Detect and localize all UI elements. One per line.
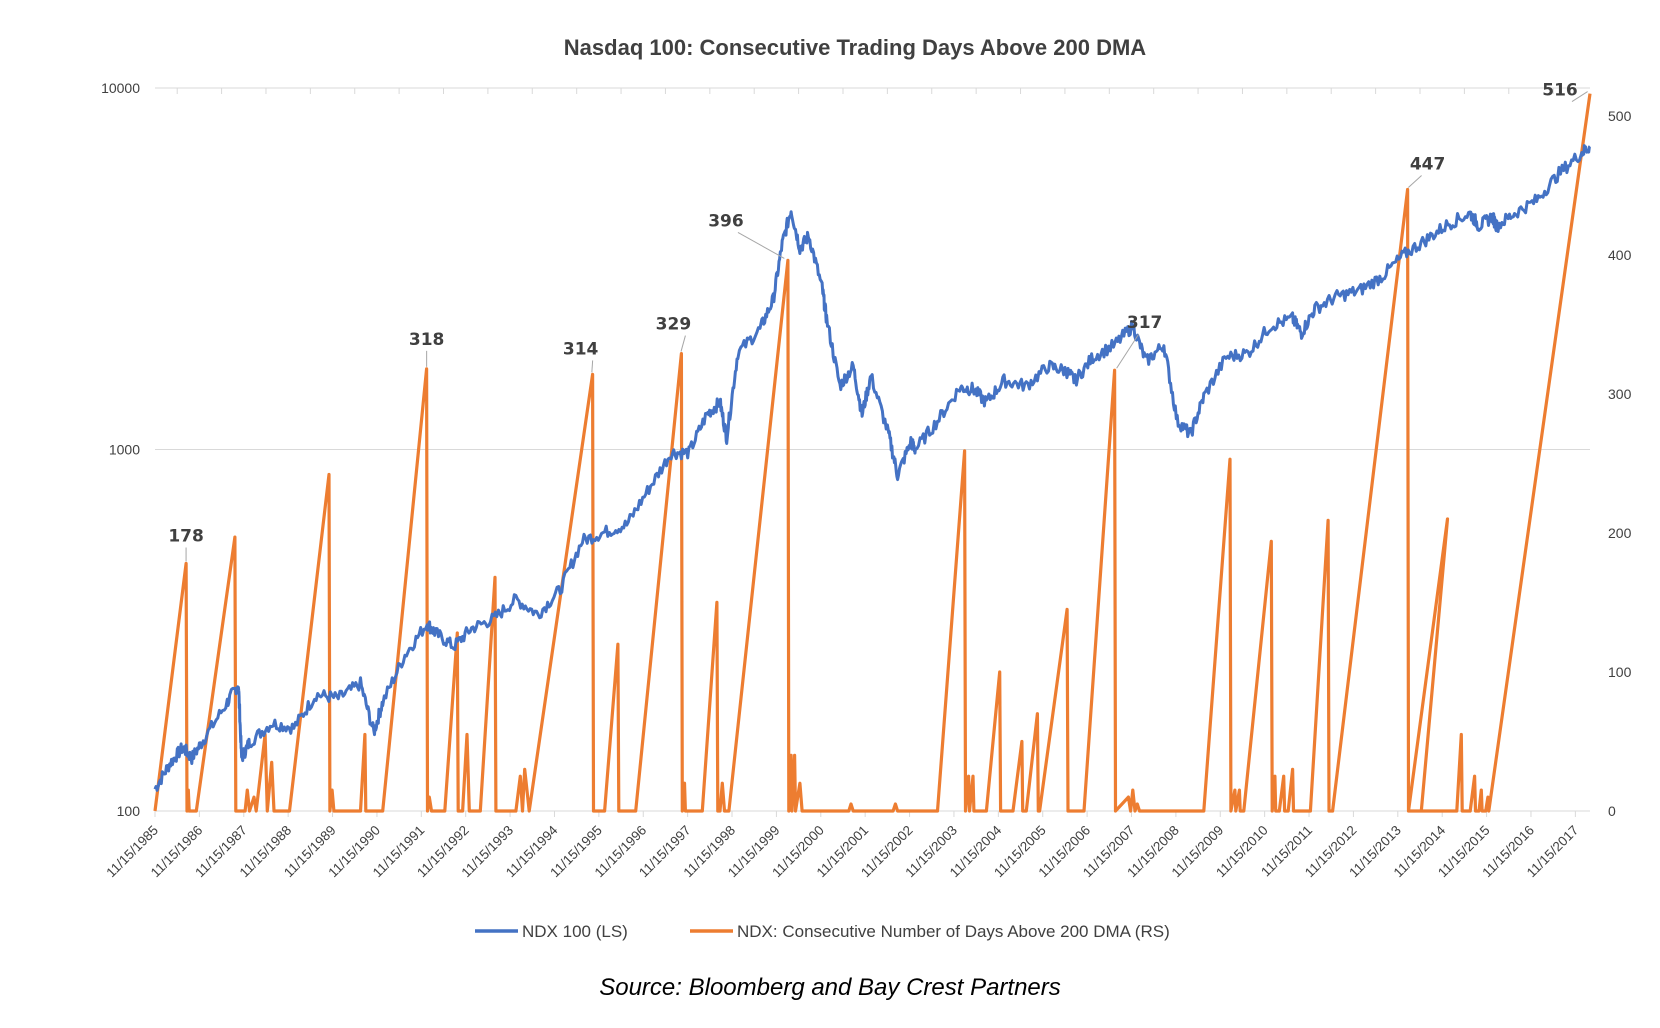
- annotation-label: 329: [656, 315, 692, 335]
- annotation-label: 178: [168, 527, 204, 547]
- right-tick-label: 0: [1608, 803, 1616, 819]
- annotation-leader: [737, 231, 785, 259]
- annotation-leader: [1571, 91, 1588, 102]
- legend-label-ndx: NDX 100 (LS): [522, 922, 628, 941]
- right-tick-label: 300: [1608, 386, 1632, 402]
- annotation-leader: [591, 360, 594, 373]
- right-tick-label: 200: [1608, 525, 1632, 541]
- left-tick-label: 1000: [109, 442, 140, 458]
- annotation-leader: [1116, 333, 1140, 369]
- annotations: 178 318 314 329 396 317 447 516: [168, 81, 1588, 562]
- legend-label-days: NDX: Consecutive Number of Days Above 20…: [737, 922, 1170, 941]
- annotation-leader: [1408, 175, 1422, 188]
- right-tick-label: 500: [1608, 108, 1632, 124]
- left-tick-label: 100: [117, 803, 141, 819]
- annotation-label: 447: [1410, 154, 1446, 174]
- annotation-label: 317: [1127, 313, 1163, 333]
- annotation-label: 396: [708, 211, 744, 231]
- left-tick-label: 10000: [101, 80, 140, 96]
- left-axis: 100 1000 10000: [101, 80, 140, 819]
- right-axis: 0 100 200 300 400 500: [1608, 108, 1632, 819]
- annotation-label: 318: [409, 330, 445, 350]
- annotation-leader: [680, 335, 686, 352]
- annotation-label: 516: [1542, 81, 1578, 101]
- series-line-ndx: [153, 144, 1592, 792]
- series-ndx-100: [153, 144, 1592, 792]
- legend: NDX 100 (LS) NDX: Consecutive Number of D…: [475, 922, 1170, 941]
- series-days-above-200dma: [153, 93, 1592, 813]
- chart-title: Nasdaq 100: Consecutive Trading Days Abo…: [564, 35, 1146, 60]
- annotation-label: 314: [563, 339, 599, 359]
- right-tick-label: 400: [1608, 247, 1632, 263]
- series-line-days: [153, 93, 1592, 813]
- source-note: Source: Bloomberg and Bay Crest Partners: [599, 974, 1061, 1001]
- right-tick-label: 100: [1608, 664, 1632, 680]
